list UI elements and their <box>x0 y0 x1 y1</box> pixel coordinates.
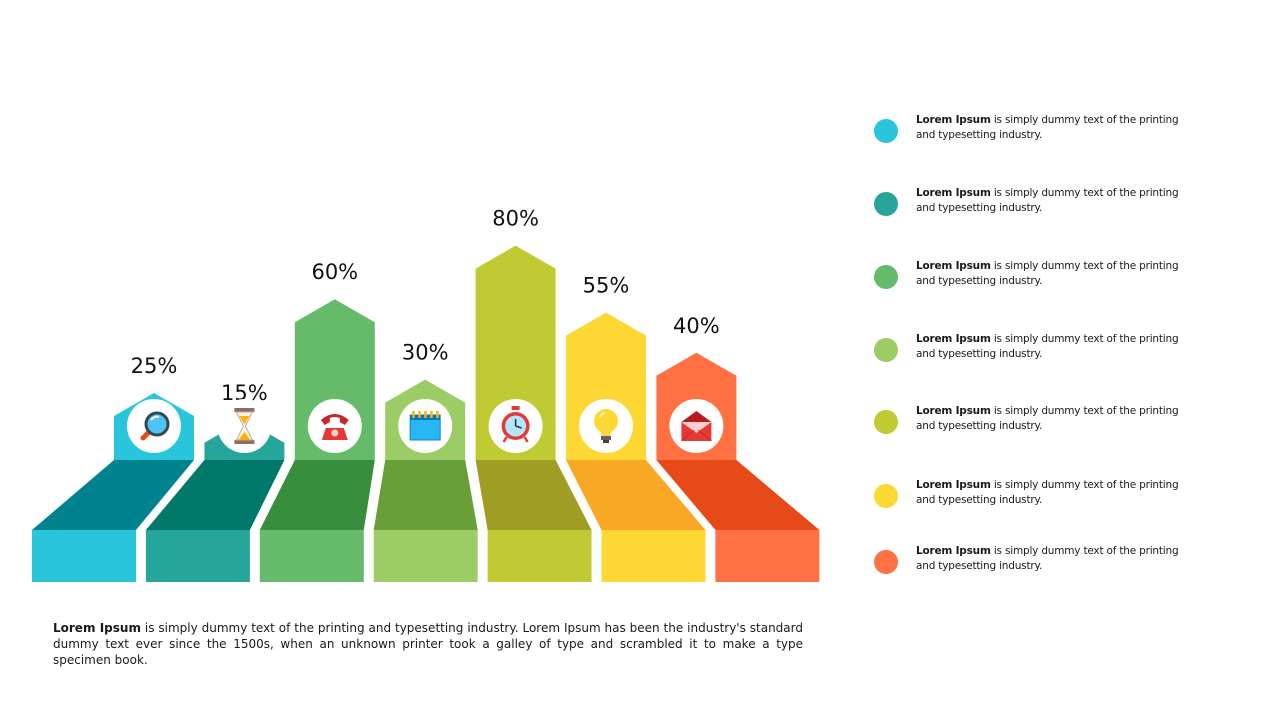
bar-group: 55% <box>566 274 706 582</box>
legend-desc: is simply dummy text of the printing and… <box>916 333 1179 360</box>
legend-bold: Lorem Ipsum <box>916 114 991 126</box>
data-label: 55% <box>583 274 630 298</box>
alarm-clock-icon <box>501 406 530 443</box>
legend-desc: is simply dummy text of the printing and… <box>916 260 1179 287</box>
footer-paragraph: Lorem Ipsum is simply dummy text of the … <box>53 620 803 668</box>
bar-floor <box>259 460 375 530</box>
footer-bold: Lorem Ipsum <box>53 621 141 635</box>
legend-desc: is simply dummy text of the printing and… <box>916 114 1179 141</box>
legend-dot <box>874 410 898 434</box>
data-label: 30% <box>402 341 449 365</box>
bar-tray <box>715 530 820 582</box>
legend-bold: Lorem Ipsum <box>916 187 991 199</box>
legend-dot <box>874 338 898 362</box>
legend-bold: Lorem Ipsum <box>916 405 991 417</box>
legend-text: Lorem Ipsum is simply dummy text of the … <box>916 478 1191 508</box>
legend-text: Lorem Ipsum is simply dummy text of the … <box>916 186 1191 216</box>
data-label: 80% <box>492 207 539 231</box>
legend-dot <box>874 119 898 143</box>
bar-tray <box>601 530 706 582</box>
data-label: 40% <box>673 314 720 338</box>
legend-text: Lorem Ipsum is simply dummy text of the … <box>916 113 1191 143</box>
bar-tray <box>145 530 250 582</box>
legend-bold: Lorem Ipsum <box>916 333 991 345</box>
legend-bold: Lorem Ipsum <box>916 479 991 491</box>
legend-dot <box>874 484 898 508</box>
legend-desc: is simply dummy text of the printing and… <box>916 405 1179 432</box>
bar-floor <box>656 460 820 530</box>
bar-group: 40% <box>656 314 820 582</box>
bar-tray <box>259 530 364 582</box>
lightbulb-icon <box>594 409 618 443</box>
envelope-icon <box>681 411 712 442</box>
bar-tray <box>373 530 478 582</box>
icon-circle <box>307 399 362 453</box>
bar-tray <box>32 530 136 582</box>
legend-dot <box>874 192 898 216</box>
telephone-icon <box>320 414 349 440</box>
legend-dot <box>874 265 898 289</box>
bar-floor <box>32 460 194 530</box>
data-label: 25% <box>131 354 178 378</box>
legend-desc: is simply dummy text of the printing and… <box>916 187 1179 214</box>
bar-tray <box>487 530 592 582</box>
bar-group: 80% <box>475 207 592 582</box>
bar-group: 60% <box>259 260 375 582</box>
legend-bold: Lorem Ipsum <box>916 260 991 272</box>
legend-text: Lorem Ipsum is simply dummy text of the … <box>916 404 1191 434</box>
legend: Lorem Ipsum is simply dummy text of the … <box>874 0 1214 600</box>
bar-chart: 25% 15% 60% 30% 80% 55% 40% <box>32 207 820 582</box>
legend-text: Lorem Ipsum is simply dummy text of the … <box>916 544 1191 574</box>
bar-floor <box>373 460 478 530</box>
legend-dot <box>874 550 898 574</box>
bar-floor <box>475 460 592 530</box>
bar-floor <box>566 460 706 530</box>
footer-text: is simply dummy text of the printing and… <box>53 621 803 667</box>
data-label: 60% <box>311 260 358 284</box>
bar-group: 15% <box>145 381 285 582</box>
bar-floor <box>145 460 285 530</box>
hourglass-icon <box>234 408 255 444</box>
legend-bold: Lorem Ipsum <box>916 545 991 557</box>
bar-group: 30% <box>373 341 478 582</box>
bar <box>475 245 556 460</box>
legend-desc: is simply dummy text of the printing and… <box>916 545 1179 572</box>
legend-text: Lorem Ipsum is simply dummy text of the … <box>916 332 1191 362</box>
legend-desc: is simply dummy text of the printing and… <box>916 479 1179 506</box>
bar-group: 25% <box>32 354 194 582</box>
magnifier-icon <box>140 411 170 441</box>
calendar-icon <box>409 411 441 441</box>
legend-text: Lorem Ipsum is simply dummy text of the … <box>916 259 1191 289</box>
